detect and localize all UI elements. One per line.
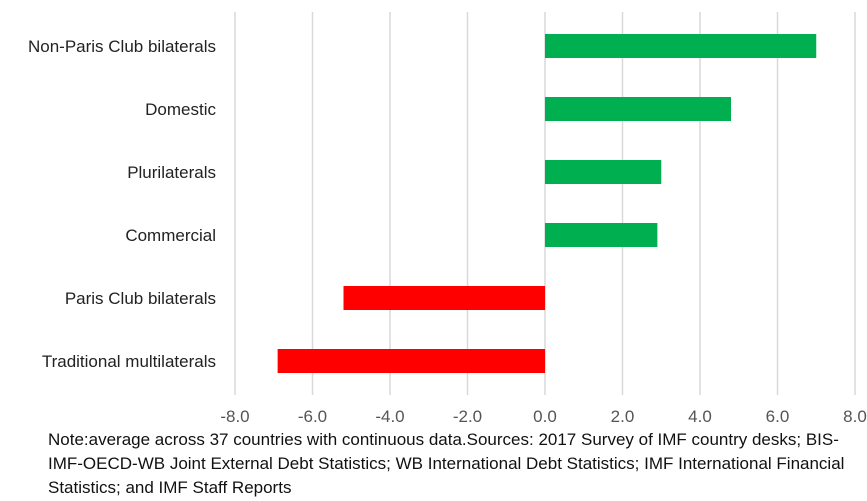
x-tick-labels: -8.0 -6.0 -4.0 -2.0 0.0 2.0 4.0 6.0 8.0 [220,407,866,426]
bar [545,97,731,121]
x-tick-label: 4.0 [688,407,712,426]
category-label: Non-Paris Club bilaterals [28,37,216,56]
x-tick-label: -6.0 [298,407,327,426]
category-label: Traditional multilaterals [42,352,216,371]
bar [545,160,662,184]
x-tick-label: 0.0 [533,407,557,426]
category-label: Domestic [145,100,216,119]
x-tick-label: 6.0 [766,407,790,426]
category-label: Plurilaterals [127,163,216,182]
bar [277,349,545,373]
x-tick-label: 8.0 [843,407,867,426]
bar-chart: Non-Paris Club bilaterals Domestic Plurila… [28,12,867,426]
category-labels: Non-Paris Club bilaterals Domestic Plurila… [28,37,217,371]
bar [343,286,545,310]
category-label: Commercial [125,226,216,245]
gridlines [234,12,856,395]
bar [545,34,817,58]
chart-note: Note:average across 37 countries with co… [48,430,845,497]
bar [545,223,658,247]
x-tick-label: -8.0 [220,407,249,426]
x-tick-label: 2.0 [611,407,635,426]
category-label: Paris Club bilaterals [65,289,216,308]
x-tick-label: -4.0 [375,407,404,426]
bars [277,34,817,373]
x-tick-label: -2.0 [453,407,482,426]
